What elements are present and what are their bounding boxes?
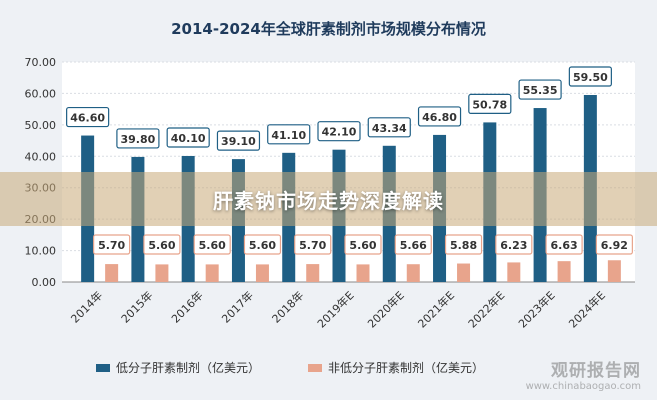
- bar-series2: [205, 264, 219, 282]
- data-label-series2: 5.70: [98, 239, 125, 252]
- x-tick-label: 2023年E: [515, 288, 557, 330]
- x-tick-label: 2022年E: [465, 288, 507, 330]
- data-label-box-series1: [518, 79, 562, 100]
- data-label-series1: 43.34: [372, 122, 407, 135]
- data-label-series2: 5.60: [148, 239, 175, 252]
- x-tick-label: 2020年E: [365, 288, 407, 330]
- data-label-series2: 5.66: [400, 239, 427, 252]
- x-tick-label: 2017年: [219, 288, 256, 325]
- data-label-box-series1: [417, 106, 462, 127]
- banner-title: 肝素钠市场走势深度解读: [213, 188, 444, 213]
- data-label-series1: 41.10: [271, 129, 306, 142]
- data-label-box-series2: [193, 234, 231, 255]
- data-label-box-series2: [294, 234, 332, 255]
- bar-series2: [507, 262, 521, 282]
- legend: 低分子肝素制剂（亿美元） 非低分子肝素制剂（亿美元）: [96, 359, 484, 376]
- data-label-box-series2: [495, 234, 533, 255]
- data-label-series1: 59.50: [573, 71, 608, 84]
- x-tick-label: 2015年: [118, 288, 155, 325]
- data-label-series2: 5.60: [249, 239, 276, 252]
- watermark: 观研报告网 www.chinabaogao.com: [526, 356, 641, 392]
- data-label-series2: 6.23: [500, 239, 527, 252]
- data-label-box-series2: [595, 234, 633, 255]
- data-label-series1: 39.10: [221, 135, 256, 148]
- y-tick-label: 40.00: [25, 150, 57, 163]
- data-label-box-series1: [166, 127, 210, 148]
- data-label-box-series2: [444, 234, 483, 255]
- data-label-box-series2: [394, 234, 432, 255]
- bar-series2: [457, 263, 471, 282]
- legend-swatch-series2: [308, 363, 323, 372]
- y-tick-label: 10.00: [25, 245, 57, 258]
- y-tick-label: 0.00: [32, 276, 57, 289]
- bar-series2: [155, 264, 169, 282]
- data-label-box-series1: [468, 93, 512, 115]
- legend-label-series2: 非低分子肝素制剂（亿美元）: [328, 361, 485, 375]
- data-label-box-series1: [568, 66, 612, 87]
- legend-swatch-series1: [96, 363, 110, 372]
- data-label-series2: 6.92: [601, 239, 628, 252]
- data-label-series2: 5.88: [450, 239, 477, 252]
- x-tick-label: 2014年: [68, 288, 105, 325]
- data-label-series1: 40.10: [171, 132, 206, 145]
- watermark-url: www.chinabaogao.com: [525, 381, 641, 392]
- bar-series2: [557, 261, 571, 282]
- data-label-series2: 6.63: [551, 239, 578, 252]
- data-label-series1: 50.78: [472, 98, 507, 111]
- overlay-banner: 肝素钠市场走势深度解读: [0, 172, 657, 226]
- data-label-series1: 46.80: [422, 111, 457, 124]
- data-label-box-series2: [344, 234, 382, 255]
- data-label-box-series2: [243, 234, 282, 255]
- data-label-series2: 5.70: [299, 239, 326, 252]
- data-label-series2: 5.60: [199, 239, 226, 252]
- legend-label-series1: 低分子肝素制剂（亿美元）: [116, 361, 261, 375]
- legend-item-series1: 低分子肝素制剂（亿美元）: [96, 359, 260, 376]
- y-tick-label: 50.00: [25, 119, 57, 132]
- data-label-box-series1: [116, 128, 160, 149]
- bar-series2: [356, 264, 370, 282]
- bar-series2: [105, 264, 119, 282]
- x-tick-label: 2024年E: [566, 288, 608, 330]
- bar-series2: [406, 264, 420, 282]
- data-label-series1: 39.80: [121, 133, 156, 146]
- data-label-series1: 42.10: [322, 126, 357, 139]
- legend-item-series2: 非低分子肝素制剂（亿美元）: [308, 359, 484, 376]
- x-tick-label: 2018年: [269, 288, 306, 325]
- bar-series2: [255, 264, 269, 282]
- y-tick-label: 70.00: [25, 56, 57, 69]
- watermark-brand: 观研报告网: [551, 361, 641, 381]
- data-label-box-series2: [93, 234, 131, 255]
- data-label-series1: 55.35: [523, 84, 558, 97]
- x-tick-label: 2021年E: [415, 288, 457, 330]
- data-label-box-series1: [66, 106, 110, 128]
- x-tick-label: 2016年: [168, 288, 205, 325]
- bar-series2: [607, 260, 621, 282]
- data-label-box-series1: [367, 117, 411, 138]
- bar-series2: [306, 264, 320, 282]
- data-label-series2: 5.60: [349, 239, 376, 252]
- data-label-box-series1: [216, 130, 261, 151]
- y-tick-label: 60.00: [25, 87, 57, 100]
- chart-title: 2014-2024年全球肝素制剂市场规模分布情况: [171, 20, 486, 38]
- data-label-series1: 46.60: [70, 112, 105, 125]
- data-label-box-series2: [143, 234, 181, 255]
- data-label-box-series2: [545, 234, 583, 255]
- data-label-box-series1: [267, 124, 311, 145]
- data-label-box-series1: [317, 121, 361, 142]
- x-tick-label: 2019年E: [314, 288, 356, 330]
